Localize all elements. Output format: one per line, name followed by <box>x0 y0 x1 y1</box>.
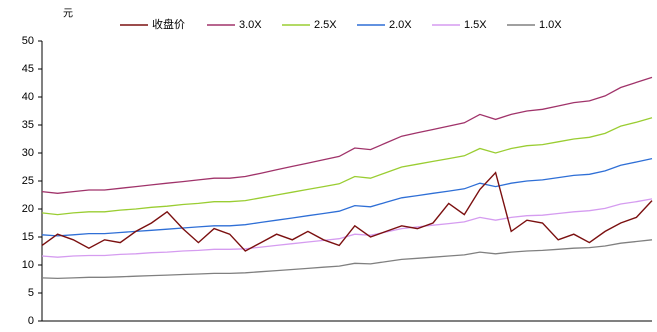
legend-label: 1.5X <box>464 19 487 31</box>
y-tick-label: 0 <box>28 315 34 327</box>
y-tick-label: 5 <box>28 287 34 299</box>
y-tick-label: 50 <box>22 35 34 47</box>
series-line <box>41 157 653 237</box>
y-tick-label: 30 <box>22 147 34 159</box>
series-line <box>41 239 653 280</box>
series-line <box>41 76 653 194</box>
legend-label: 收盘价 <box>152 17 185 31</box>
y-tick-label: 35 <box>22 119 34 131</box>
legend-label: 2.5X <box>314 19 337 31</box>
legend-label: 1.0X <box>539 19 562 31</box>
series-line <box>41 117 653 216</box>
legend-label: 3.0X <box>239 19 262 31</box>
unit-label: 元 <box>63 9 73 20</box>
series-line <box>41 171 653 252</box>
y-tick-label: 10 <box>22 259 34 271</box>
legend-label: 2.0X <box>389 19 412 31</box>
y-tick-label: 15 <box>22 231 34 243</box>
y-tick-label: 25 <box>22 175 34 187</box>
y-tick-label: 20 <box>22 203 34 215</box>
y-tick-label: 45 <box>22 63 34 75</box>
y-tick-label: 40 <box>22 91 34 103</box>
series-line <box>41 198 653 258</box>
